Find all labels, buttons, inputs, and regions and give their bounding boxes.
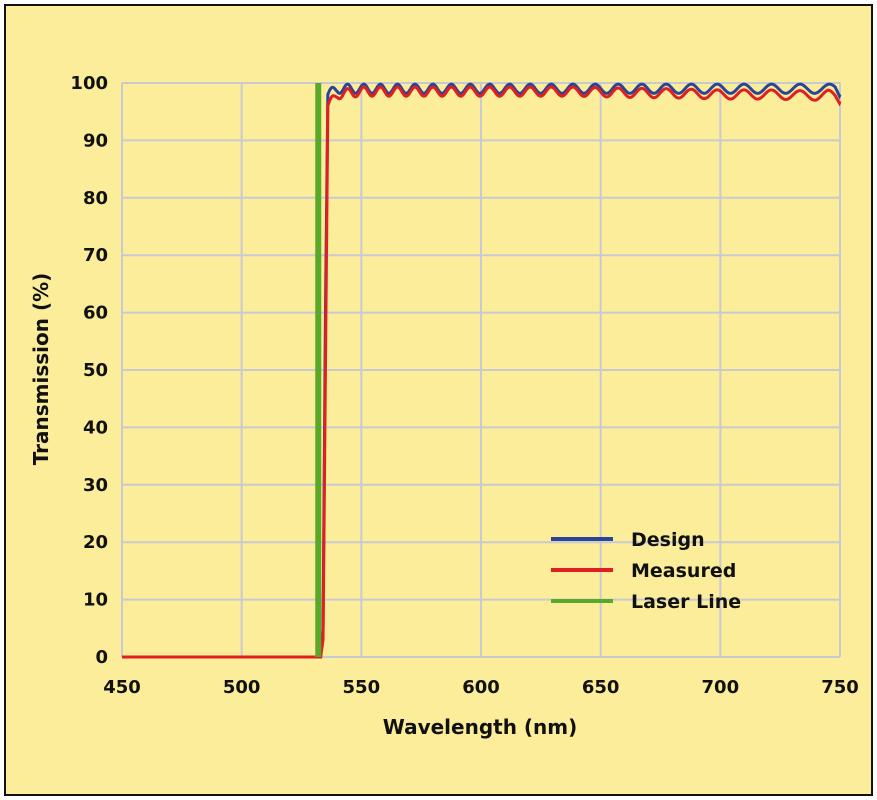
legend: Design Measured Laser Line — [551, 529, 741, 613]
x-tick-label: 550 — [343, 677, 381, 698]
y-tick-label: 70 — [83, 245, 108, 266]
transmission-chart: 450 500 550 600 650 700 750 0 10 20 30 40 50 60 70 80 90… — [29, 73, 859, 739]
y-tick-label: 0 — [95, 647, 108, 668]
y-tick-label: 80 — [83, 188, 108, 209]
x-tick-label: 450 — [103, 677, 141, 698]
y-tick-label: 10 — [83, 590, 108, 611]
y-tick-label: 100 — [70, 73, 108, 94]
legend-label: Laser Line — [631, 591, 741, 613]
tick-labels: 450 500 550 600 650 700 750 0 10 20 30 40 50 60 70 80 90… — [70, 73, 858, 698]
y-axis-label: Transmission (%) — [29, 273, 53, 466]
series-line-measured — [122, 85, 842, 659]
y-tick-label: 60 — [83, 303, 108, 324]
legend-label: Measured — [631, 560, 736, 582]
y-tick-label: 40 — [83, 417, 108, 438]
y-tick-label: 20 — [83, 532, 108, 553]
x-tick-label: 650 — [582, 677, 620, 698]
grid — [121, 82, 841, 658]
legend-label: Design — [631, 529, 705, 551]
x-tick-label: 700 — [702, 677, 740, 698]
series-lines — [122, 82, 842, 659]
y-tick-label: 30 — [83, 475, 108, 496]
y-tick-label: 50 — [83, 360, 108, 381]
chart-panel: 450 500 550 600 650 700 750 0 10 20 30 40 50 60 70 80 90… — [4, 4, 873, 796]
x-axis-label: Wavelength (nm) — [383, 715, 578, 739]
x-tick-label: 500 — [223, 677, 261, 698]
x-tick-label: 750 — [821, 677, 859, 698]
y-tick-label: 90 — [83, 130, 108, 151]
x-tick-label: 600 — [462, 677, 500, 698]
